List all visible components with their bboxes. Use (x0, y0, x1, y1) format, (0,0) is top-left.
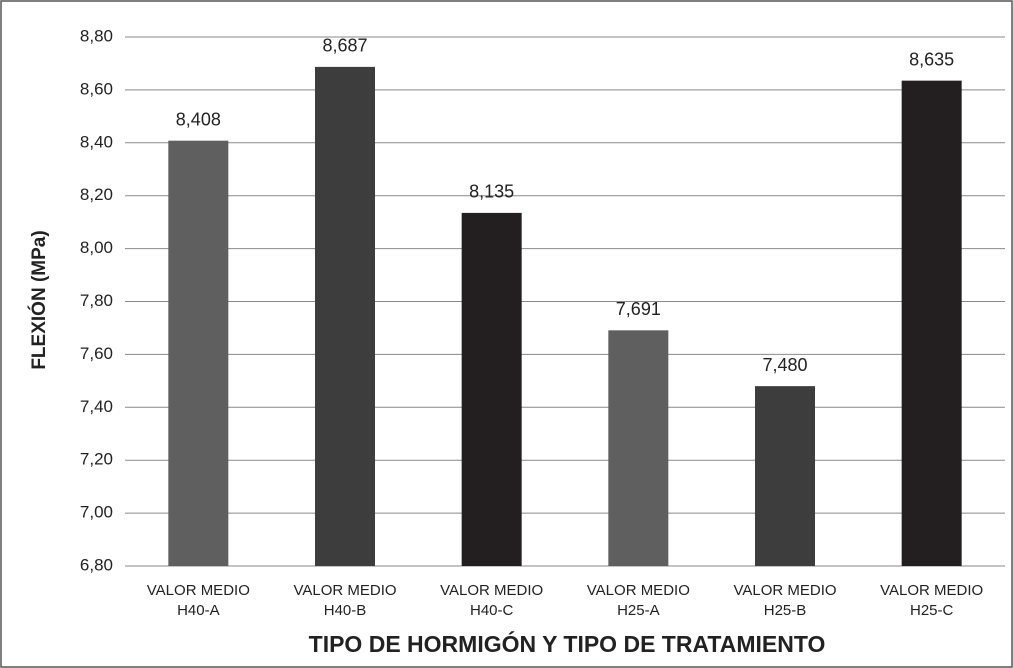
x-tick-label: VALOR MEDIO (440, 582, 543, 599)
y-tick-label: 8,60 (80, 79, 113, 98)
x-tick-label: VALOR MEDIO (880, 582, 983, 599)
x-tick-label: H25-C (910, 602, 954, 619)
bar (608, 330, 669, 566)
x-tick-label: VALOR MEDIO (147, 582, 250, 599)
x-axis-title: TIPO DE HORMIGÓN Y TIPO DE TRATAMIENTO (309, 630, 826, 657)
y-tick-label: 7,20 (80, 450, 113, 469)
data-label: 8,687 (322, 36, 367, 56)
y-axis-title: FLEXIÓN (MPa) (28, 230, 50, 369)
y-tick-label: 8,80 (80, 26, 113, 45)
y-tick-label: 8,40 (80, 132, 113, 151)
bar (315, 66, 375, 567)
data-label: 8,408 (176, 109, 221, 129)
bar (901, 80, 962, 566)
x-tick-label: H25-B (764, 602, 807, 619)
data-label: 7,480 (762, 355, 807, 375)
bar (168, 140, 229, 566)
y-tick-label: 7,40 (80, 397, 113, 416)
bar (461, 212, 522, 566)
x-tick-label: VALOR MEDIO (587, 582, 690, 599)
x-tick-label: VALOR MEDIO (293, 582, 396, 599)
y-tick-label: 7,80 (80, 291, 113, 310)
y-tick-label: 8,00 (80, 238, 113, 257)
data-label: 8,635 (909, 49, 954, 69)
x-tick-label: H40-C (470, 602, 514, 619)
x-tick-label: H40-A (177, 602, 220, 619)
y-tick-label: 7,00 (80, 503, 113, 522)
x-tick-label: H25-A (617, 602, 660, 619)
data-label: 7,691 (616, 299, 661, 319)
x-tick-label: H40-B (324, 602, 367, 619)
bar (755, 386, 815, 566)
y-tick-label: 6,80 (80, 555, 113, 574)
y-tick-label: 7,60 (80, 344, 113, 363)
data-label: 8,135 (469, 182, 514, 202)
y-tick-label: 8,20 (80, 185, 113, 204)
x-tick-label: VALOR MEDIO (733, 582, 836, 599)
